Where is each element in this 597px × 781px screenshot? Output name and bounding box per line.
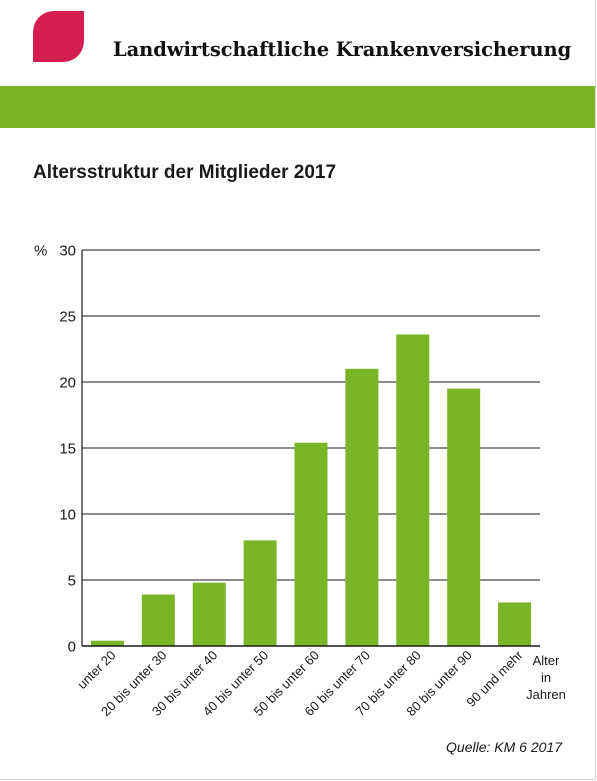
y-tick-label: 0 [68,639,76,656]
y-tick-label: 20 [59,375,76,392]
org-title: Landwirtschaftliche Krankenversicherung [113,38,572,61]
y-tick-label: 30 [59,243,76,260]
bar [90,640,124,646]
chart-title: Altersstruktur der Mitglieder 2017 [33,162,337,183]
y-tick-label: 5 [68,573,76,590]
bar [396,334,430,646]
source-note: Quelle: KM 6 2017 [446,739,562,755]
x-axis-label-line: Alter [533,653,560,668]
x-axis-label-line: in [541,670,551,685]
bar [141,594,175,646]
leaf-logo-icon [33,11,84,62]
bar [243,540,277,646]
y-axis-label: % [34,243,47,260]
x-axis-label-line: Jahren [526,687,566,702]
header-band [0,86,595,128]
leaf-logo-shape [33,11,84,62]
bar [192,582,226,646]
bar [345,368,379,646]
x-tick-label: unter 20 [74,648,118,692]
bar [498,602,532,646]
bar [447,388,481,646]
y-tick-label: 15 [59,441,76,458]
y-tick-label: 10 [59,507,76,524]
y-tick-label: 25 [59,309,76,326]
bar [294,442,328,646]
